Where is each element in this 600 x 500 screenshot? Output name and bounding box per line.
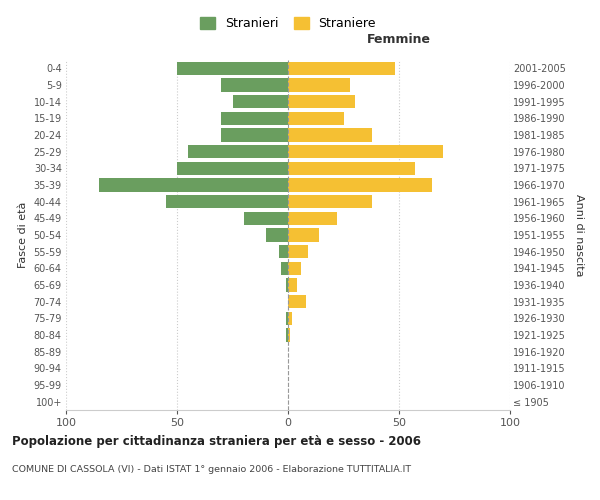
Y-axis label: Fasce di età: Fasce di età (18, 202, 28, 268)
Bar (288, 78, 350, 92)
Bar (286, 312, 288, 325)
Text: Popolazione per cittadinanza straniera per età e sesso - 2006: Popolazione per cittadinanza straniera p… (12, 435, 421, 448)
Bar (288, 95, 355, 108)
Bar (288, 145, 443, 158)
Bar (99, 178, 288, 192)
Bar (266, 228, 288, 241)
Bar (233, 95, 288, 108)
Text: Femmine: Femmine (367, 33, 431, 46)
Y-axis label: Anni di nascita: Anni di nascita (574, 194, 584, 276)
Bar (288, 328, 290, 342)
Bar (221, 128, 288, 141)
Bar (288, 295, 306, 308)
Bar (288, 62, 395, 75)
Bar (288, 112, 343, 125)
Bar (288, 212, 337, 225)
Bar (286, 328, 288, 342)
Bar (177, 62, 288, 75)
Bar (244, 212, 288, 225)
Legend: Stranieri, Straniere: Stranieri, Straniere (200, 18, 376, 30)
Bar (288, 262, 301, 275)
Bar (166, 195, 288, 208)
Bar (288, 162, 415, 175)
Bar (288, 245, 308, 258)
Bar (188, 145, 288, 158)
Bar (281, 262, 288, 275)
Bar (288, 228, 319, 241)
Bar (279, 245, 288, 258)
Text: COMUNE DI CASSOLA (VI) - Dati ISTAT 1° gennaio 2006 - Elaborazione TUTTITALIA.IT: COMUNE DI CASSOLA (VI) - Dati ISTAT 1° g… (12, 465, 411, 474)
Bar (288, 312, 292, 325)
Bar (177, 162, 288, 175)
Bar (288, 128, 373, 141)
Bar (288, 195, 373, 208)
Bar (288, 278, 297, 291)
Bar (221, 112, 288, 125)
Bar (286, 278, 288, 291)
Bar (288, 178, 432, 192)
Bar (221, 78, 288, 92)
